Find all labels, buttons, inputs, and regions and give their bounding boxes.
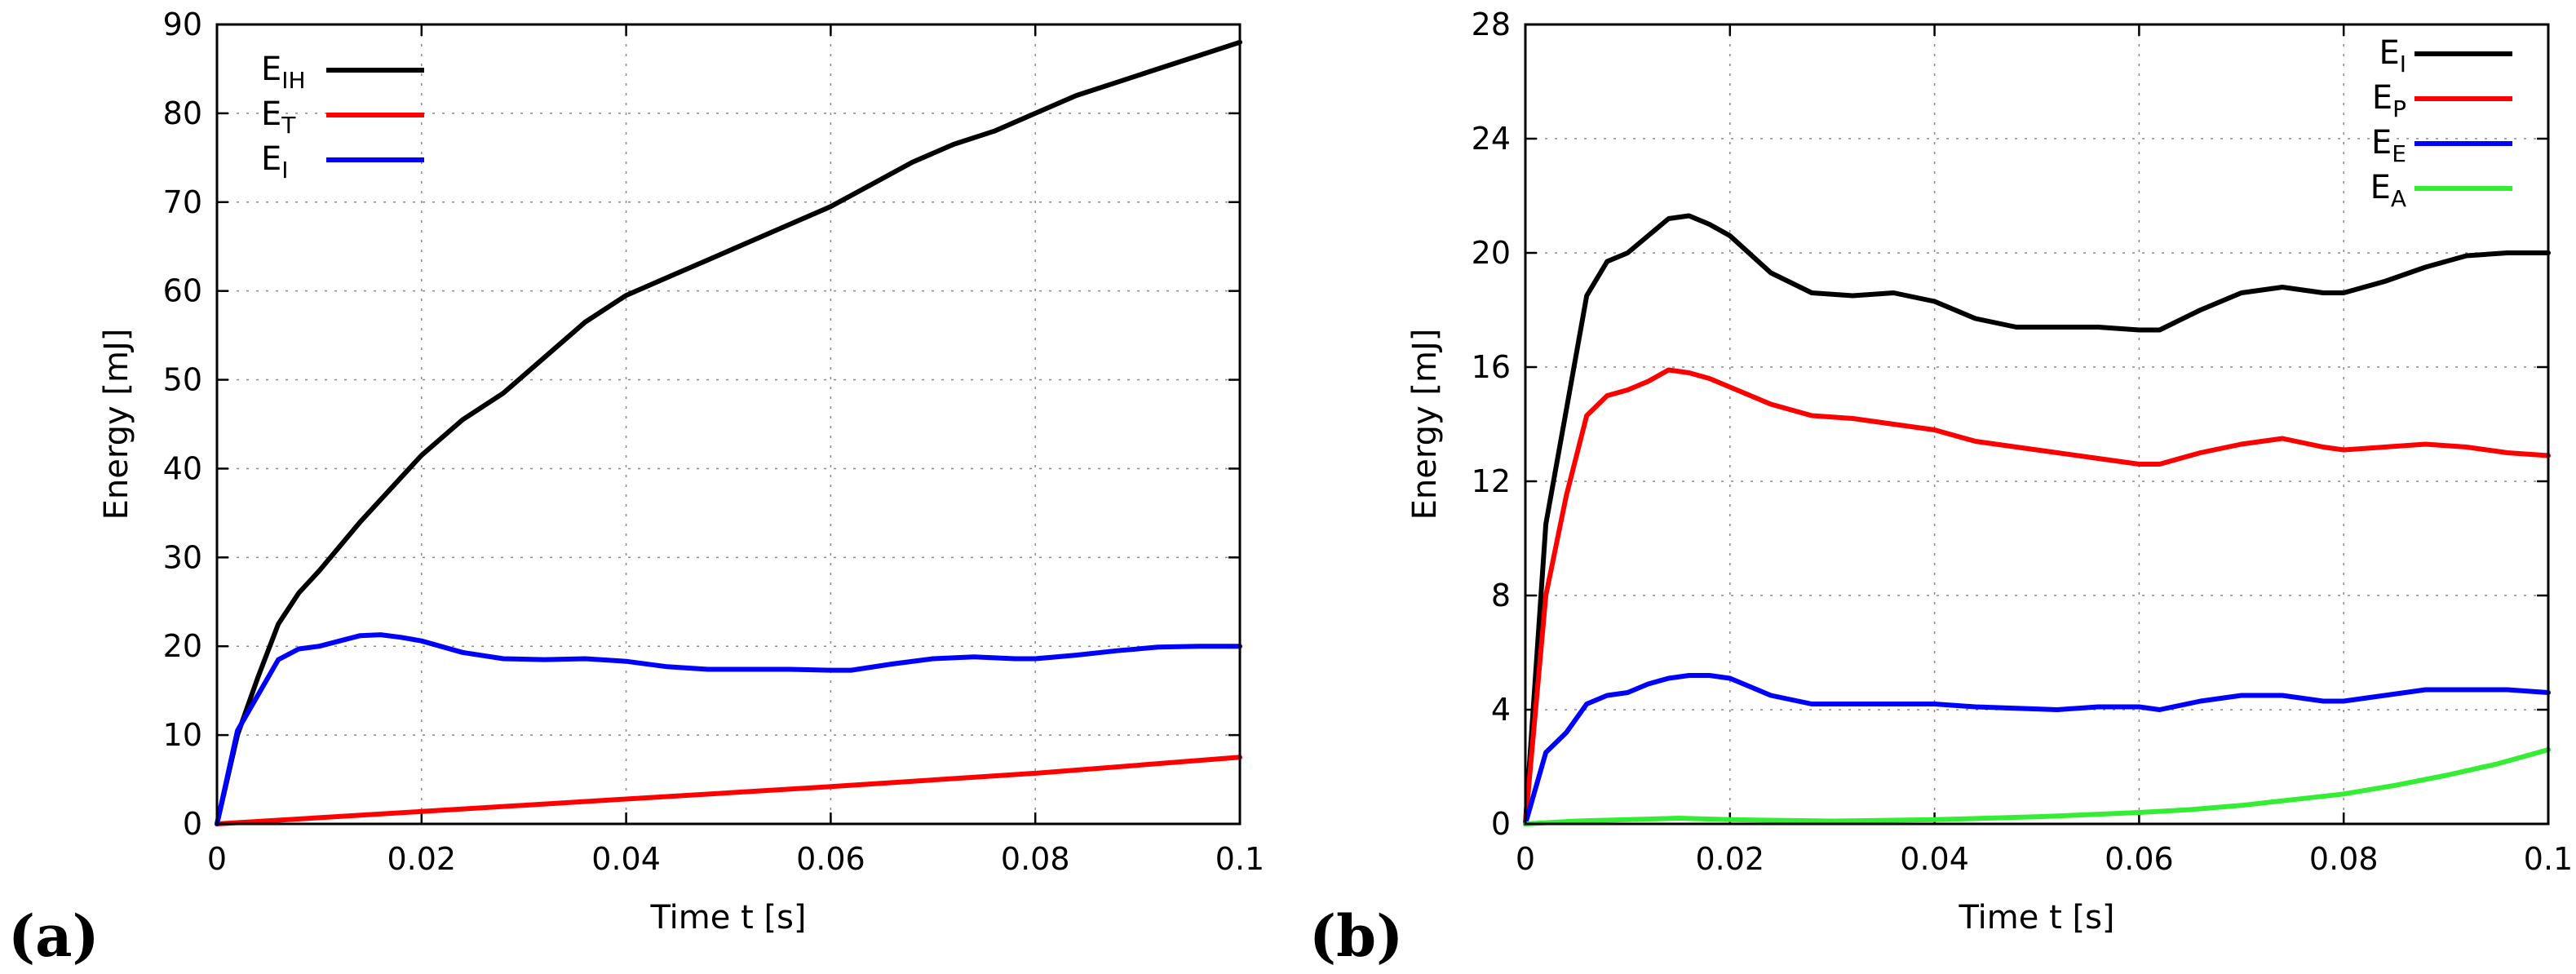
x-tick-label: 0.06 xyxy=(2105,841,2174,877)
y-tick-label: 40 xyxy=(163,450,202,486)
x-tick-label: 0 xyxy=(1516,841,1535,877)
legend-label: EI xyxy=(2379,34,2406,77)
y-tick-label: 0 xyxy=(1491,806,1511,842)
y-tick-label: 90 xyxy=(163,7,202,42)
y-tick-label: 24 xyxy=(1472,121,1511,157)
series-line-e-e xyxy=(1523,673,2551,826)
plot-frame xyxy=(1524,23,2550,826)
x-tick-label: 0.08 xyxy=(2309,841,2379,877)
x-tick-label: 0.04 xyxy=(591,841,661,877)
x-tick-label: 0.06 xyxy=(796,841,865,877)
x-tick-label: 0.1 xyxy=(1215,841,1264,877)
y-tick-label: 60 xyxy=(163,273,202,309)
y-tick-label: 28 xyxy=(1472,7,1511,42)
x-axis-label: Time t [s] xyxy=(1958,899,2114,936)
x-tick-label: 0.1 xyxy=(2524,841,2573,877)
y-tick-label: 20 xyxy=(163,628,202,664)
chart-panel-b: 0 0.02 0.04 0.06 0.08 0.1 0 4 8 12 16 20 24 28 Time t … xyxy=(1309,7,2573,970)
y-tick-label: 8 xyxy=(1491,578,1511,613)
panel-label: (b) xyxy=(1309,902,1403,970)
y-tick-label: 12 xyxy=(1472,463,1511,499)
x-tick-label: 0.04 xyxy=(1900,841,1969,877)
y-axis-label: Energy [mJ] xyxy=(1406,329,1444,520)
x-tick-label: 0.02 xyxy=(1695,841,1764,877)
legend-label: EA xyxy=(2370,169,2406,212)
panel-label: (a) xyxy=(8,902,100,970)
y-tick-label: 50 xyxy=(163,362,202,398)
y-tick-label: 80 xyxy=(163,95,202,131)
series-line-e-i xyxy=(1523,213,2551,826)
legend-label: EP xyxy=(2372,79,2406,122)
y-tick-label: 0 xyxy=(183,806,202,842)
y-tick-label: 16 xyxy=(1472,349,1511,385)
y-axis-label: Energy [mJ] xyxy=(98,329,135,520)
legend-label: ET xyxy=(261,95,296,139)
y-tick-label: 10 xyxy=(163,717,202,753)
series-line-e-ih xyxy=(215,39,1242,826)
legend-label: EIH xyxy=(261,51,306,94)
y-tick-label: 70 xyxy=(163,184,202,220)
series-line-e-a xyxy=(1523,747,2551,826)
legend-label: EE xyxy=(2371,124,2406,167)
x-tick-label: 0.02 xyxy=(387,841,456,877)
x-tick-label: 0 xyxy=(207,841,227,877)
series-line-e-i xyxy=(215,632,1242,826)
chart-panel-a: 0 0.02 0.04 0.06 0.08 0.1 0 10 20 30 40 50 60 70 80 90 T… xyxy=(8,7,1264,970)
y-tick-label: 4 xyxy=(1491,692,1511,728)
y-tick-label: 30 xyxy=(163,539,202,575)
series-line-e-t xyxy=(215,755,1242,826)
x-axis-label: Time t [s] xyxy=(649,899,806,936)
x-tick-label: 0.08 xyxy=(1001,841,1070,877)
series-line-e-p xyxy=(1523,367,2551,826)
legend-label: EI xyxy=(261,140,289,184)
plot-frame xyxy=(215,23,1242,826)
y-tick-label: 20 xyxy=(1472,235,1511,271)
